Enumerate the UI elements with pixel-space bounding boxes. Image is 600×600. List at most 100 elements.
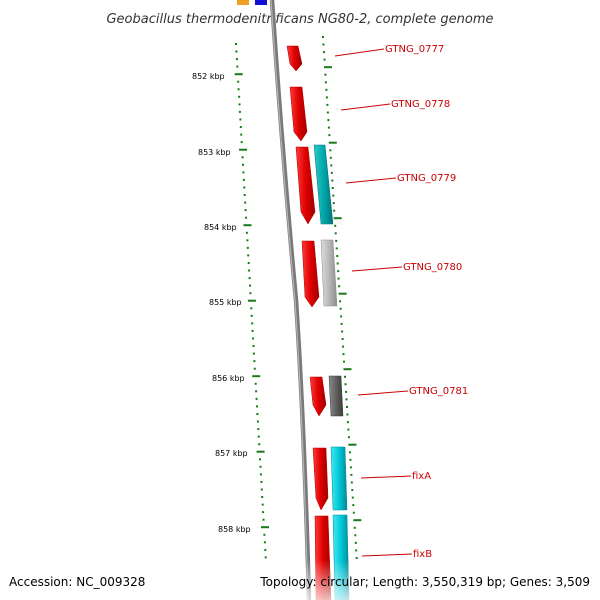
ruler-minor-tick (260, 480, 263, 483)
feature-grey-gtng0780[interactable] (320, 239, 338, 307)
ruler-minor-tick (341, 338, 344, 340)
cds-arrow-fixa[interactable] (312, 447, 329, 511)
ruler-minor-tick (263, 533, 266, 536)
ruler-minor-tick (238, 110, 241, 113)
ruler-minor-tick (252, 337, 255, 340)
cds-arrow-gtng0778[interactable] (289, 86, 308, 142)
ruler-major-tick (348, 443, 357, 446)
gene-label-gtng0777[interactable]: GTNG_0777 (385, 44, 444, 55)
gene-label-gtng0781[interactable]: GTNG_0781 (409, 386, 468, 397)
ruler-minor-tick (256, 420, 259, 423)
ruler-minor-tick (345, 398, 348, 401)
ruler-minor-tick (334, 232, 337, 235)
ruler-minor-tick (243, 186, 246, 189)
ruler-major-tick (343, 368, 352, 371)
ruler-minor-tick (346, 421, 349, 424)
ruler-minor-tick (252, 345, 255, 347)
gene-label-gtng0779[interactable]: GTNG_0779 (397, 173, 456, 184)
gene-label-gtng0778[interactable]: GTNG_0778 (391, 99, 450, 110)
ruler-minor-tick (262, 511, 265, 514)
ruler-minor-tick (237, 80, 240, 83)
cds-arrow-gtng0779[interactable] (295, 146, 316, 225)
ruler-minor-tick (242, 163, 244, 166)
ruler-label-857: 857 kbp (215, 449, 248, 458)
ruler-minor-tick (259, 458, 261, 461)
ruler-major-tick (324, 66, 332, 69)
ruler-minor-tick (349, 458, 352, 461)
ruler-label-854: 854 kbp (204, 223, 237, 232)
ruler-minor-tick (238, 103, 241, 106)
pointer-fixa (360, 475, 412, 479)
gene-label-gtng0780[interactable]: GTNG_0780 (403, 262, 462, 273)
ruler-label-852: 852 kbp (192, 72, 225, 81)
ruler-minor-tick (345, 390, 347, 393)
ruler-minor-tick (329, 156, 332, 159)
ruler-minor-tick (346, 406, 348, 408)
ruler-minor-tick (350, 473, 353, 476)
ruler-minor-tick (261, 503, 264, 506)
ruler-minor-tick (344, 375, 346, 378)
top-orange-feature (237, 0, 249, 5)
ruler-major-tick (234, 73, 243, 76)
ruler-minor-tick (245, 216, 248, 219)
ruler-minor-tick (260, 488, 263, 491)
ruler-label-858: 858 kbp (218, 525, 251, 534)
pointer-fixb (361, 553, 413, 557)
feature-teal-gtng0779[interactable] (313, 144, 334, 225)
ruler-minor-tick (257, 428, 260, 431)
feature-cyan-fixa[interactable] (330, 446, 348, 511)
ruler-minor-tick (332, 194, 335, 197)
ruler-minor-tick (256, 405, 258, 408)
ruler-minor-tick (240, 133, 243, 136)
ruler-minor-tick (354, 534, 357, 537)
ruler-major-tick (252, 375, 261, 378)
ruler-minor-tick (337, 277, 340, 280)
cds-arrow-gtng0777[interactable] (286, 45, 303, 72)
ruler-minor-tick (341, 330, 344, 333)
gene-label-fixb[interactable]: fixB (413, 549, 432, 560)
ruler-minor-tick (322, 36, 324, 38)
ruler-minor-tick (347, 428, 350, 431)
ruler-minor-tick (245, 231, 248, 234)
ruler-major-tick (353, 519, 362, 522)
ruler-minor-tick (334, 224, 337, 227)
topology-text: Topology: circular; Length: 3,550,319 bp… (259, 575, 590, 589)
ruler-minor-tick (263, 541, 266, 544)
ruler-minor-tick (355, 549, 358, 552)
gene-label-fixa[interactable]: fixA (412, 471, 431, 482)
ruler-minor-tick (235, 43, 237, 45)
feature-dark-gtng0781[interactable] (328, 375, 344, 417)
ruler-minor-tick (259, 473, 262, 476)
ruler-minor-tick (342, 353, 345, 356)
ruler-minor-tick (241, 156, 244, 159)
ruler-minor-tick (349, 466, 352, 469)
ruler-minor-tick (327, 119, 330, 121)
ruler-minor-tick (343, 360, 345, 363)
ruler-minor-tick (351, 496, 354, 499)
ruler-major-tick (261, 526, 269, 529)
top-blue-feature (255, 0, 267, 5)
ruler-minor-tick (255, 397, 258, 400)
ruler-minor-tick (235, 50, 238, 53)
genome-backbone-highlight (270, 0, 309, 600)
ruler-minor-tick (353, 526, 356, 529)
ruler-label-856: 856 kbp (212, 374, 245, 383)
ruler-minor-tick (335, 239, 338, 242)
ruler-minor-tick (323, 51, 325, 54)
pointer-gtng0778 (340, 103, 391, 111)
ruler-minor-tick (248, 277, 251, 280)
ruler-minor-tick (335, 247, 338, 250)
ruler-major-tick (338, 292, 347, 295)
ruler-minor-tick (240, 141, 243, 144)
ruler-minor-tick (354, 541, 357, 544)
ruler-minor-tick (251, 322, 254, 325)
ruler-label-855: 855 kbp (209, 298, 242, 307)
ruler-minor-tick (239, 126, 242, 128)
ruler-minor-tick (255, 390, 258, 393)
cds-arrow-gtng0781[interactable] (309, 376, 327, 417)
ruler-minor-tick (328, 134, 331, 137)
ruler-minor-tick (352, 511, 355, 514)
cds-arrow-gtng0780[interactable] (301, 240, 320, 308)
ruler-minor-tick (249, 284, 251, 287)
pointer-gtng0781 (357, 390, 409, 396)
